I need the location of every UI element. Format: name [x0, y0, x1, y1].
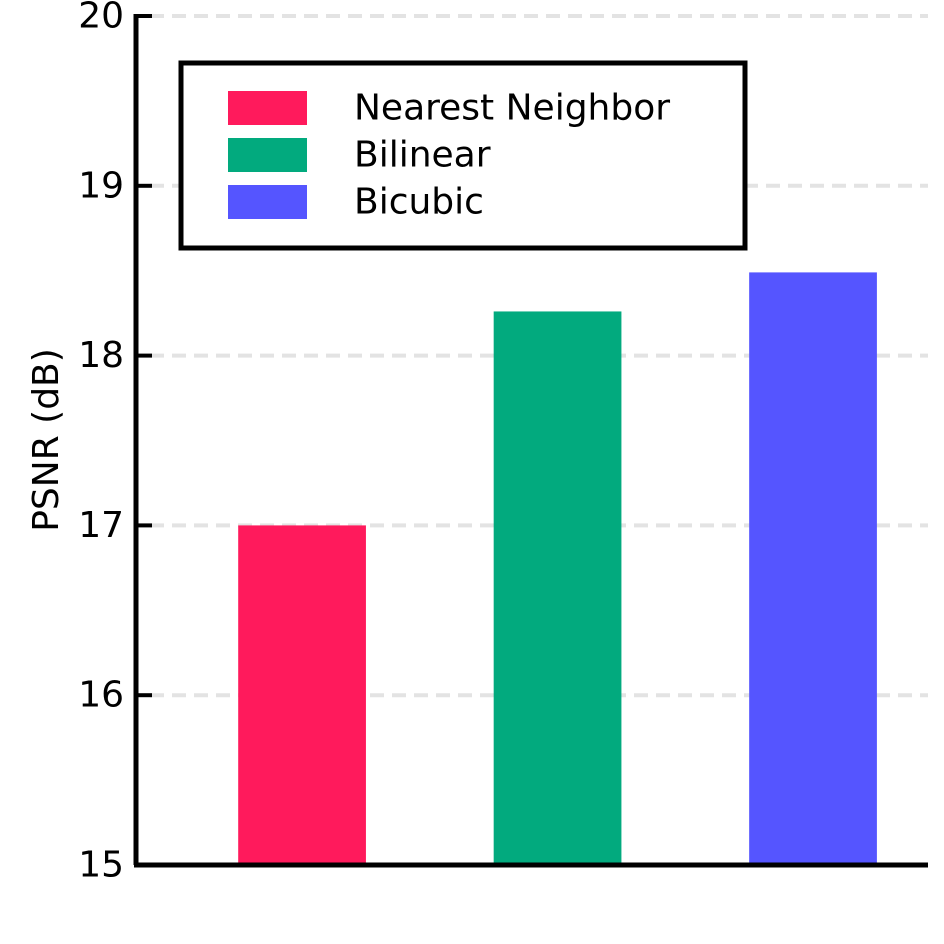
- legend-swatch: [228, 138, 307, 172]
- y-tick-label: 15: [78, 845, 124, 886]
- legend-label: Nearest Neighbor: [354, 88, 670, 129]
- bar-bilinear: [493, 311, 622, 865]
- y-tick-label: 20: [78, 0, 124, 37]
- legend-swatch: [228, 185, 307, 219]
- y-tick-label: 16: [78, 675, 124, 716]
- y-ticks: 15 16 17 18 19 20: [78, 0, 152, 886]
- legend-swatch: [228, 91, 307, 125]
- y-tick-label: 19: [78, 165, 124, 206]
- legend-label: Bilinear: [354, 135, 491, 176]
- axes: [133, 14, 928, 868]
- bar-bicubic: [749, 272, 877, 865]
- legend: Nearest Neighbor Bilinear Bicubic: [178, 60, 748, 251]
- y-axis-title: PSNR (dB): [26, 348, 67, 532]
- y-tick-label: 17: [78, 505, 124, 546]
- bar-nearest-neighbor: [238, 525, 366, 865]
- bars: [238, 272, 877, 865]
- y-tick-label: 18: [78, 335, 124, 376]
- legend-label: Bicubic: [354, 182, 484, 223]
